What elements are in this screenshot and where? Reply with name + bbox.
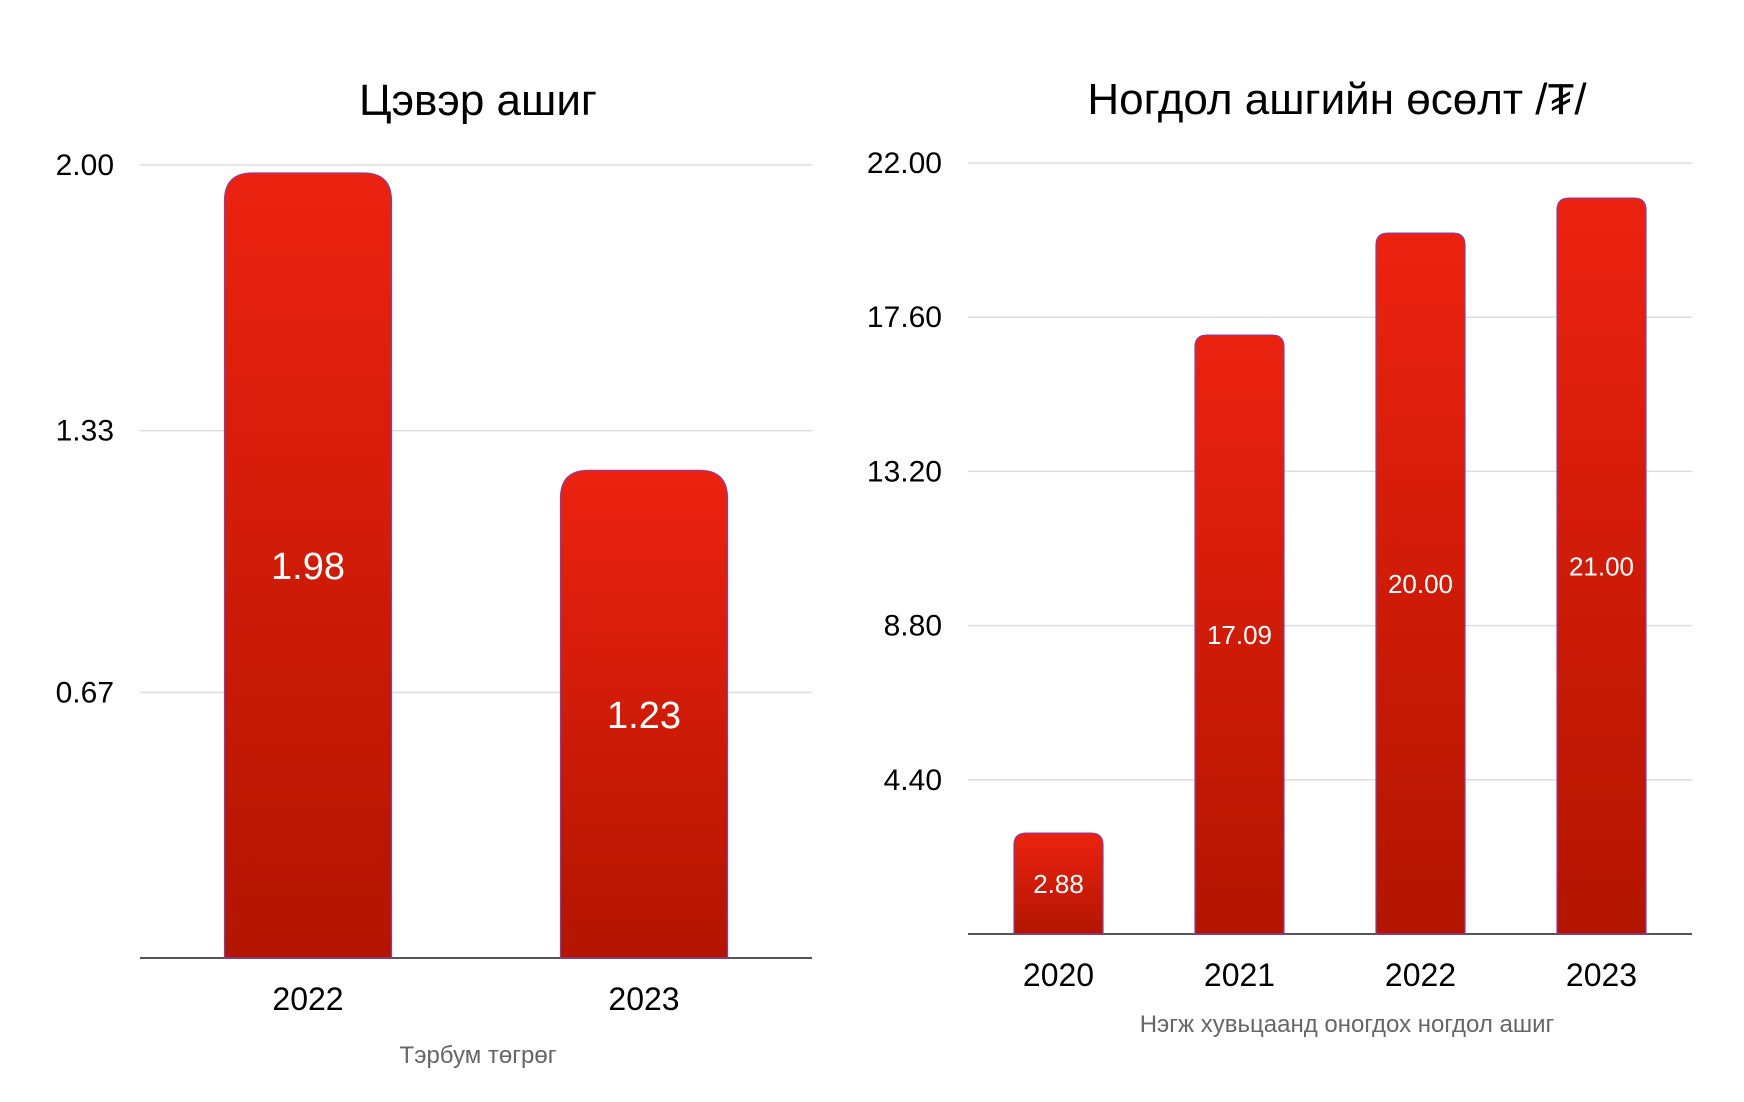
x-tick-label-dividend-growth-2022: 2022	[1385, 957, 1456, 993]
bar-dividend-growth-2021	[1194, 334, 1285, 935]
data-label-dividend-growth-2020: 2.88	[1033, 869, 1084, 899]
x-tick-label-net-profit-2022: 2022	[272, 981, 343, 1017]
y-tick-label-net-profit: 1.33	[56, 415, 114, 448]
bar-net-profit-2023	[559, 469, 729, 959]
y-tick-label-net-profit: 2.00	[56, 149, 114, 182]
y-tick-label-dividend-growth: 22.00	[867, 147, 942, 180]
y-tick-label-dividend-growth: 13.20	[867, 455, 942, 488]
chart-title-dividend-growth: Ногдол ашгийн өсөлт /₮/	[1087, 75, 1587, 124]
data-label-dividend-growth-2023: 21.00	[1569, 551, 1634, 581]
bar-net-profit-2022	[223, 172, 393, 959]
x-tick-label-dividend-growth-2020: 2020	[1023, 957, 1094, 993]
x-tick-label-dividend-growth-2021: 2021	[1204, 957, 1275, 993]
y-tick-label-dividend-growth: 4.40	[884, 764, 942, 797]
data-label-net-profit-2022: 1.98	[271, 546, 345, 588]
y-tick-label-dividend-growth: 8.80	[884, 610, 942, 643]
dividend-growth-chart: Ногдол ашгийн өсөлт /₮/ 4.40 8.80 13.20 17.…	[867, 75, 1692, 1038]
x-tick-label-net-profit-2023: 2023	[608, 981, 679, 1017]
y-tick-label-dividend-growth: 17.60	[867, 301, 942, 334]
bar-dividend-growth-2022	[1375, 232, 1466, 935]
bar-dividend-growth-2023	[1556, 197, 1647, 935]
x-axis-title-dividend-growth: Нэгж хувьцаанд оногдох ногдол ашиг	[1140, 1011, 1555, 1038]
x-axis-title-net-profit: Тэрбум төгрөг	[400, 1042, 557, 1069]
data-label-dividend-growth-2021: 17.09	[1207, 620, 1272, 650]
bar-dividend-growth-2020	[1013, 832, 1104, 935]
chart-title-net-profit: Цэвэр ашиг	[359, 76, 597, 125]
y-tick-label-net-profit: 0.67	[56, 676, 114, 709]
data-label-dividend-growth-2022: 20.00	[1388, 569, 1453, 599]
x-tick-label-dividend-growth-2023: 2023	[1566, 957, 1637, 993]
net-profit-chart: Цэвэр ашиг 0.67 1.33 2.00 1.98 1.23 2022 202…	[56, 76, 812, 1069]
data-label-net-profit-2023: 1.23	[607, 695, 681, 737]
